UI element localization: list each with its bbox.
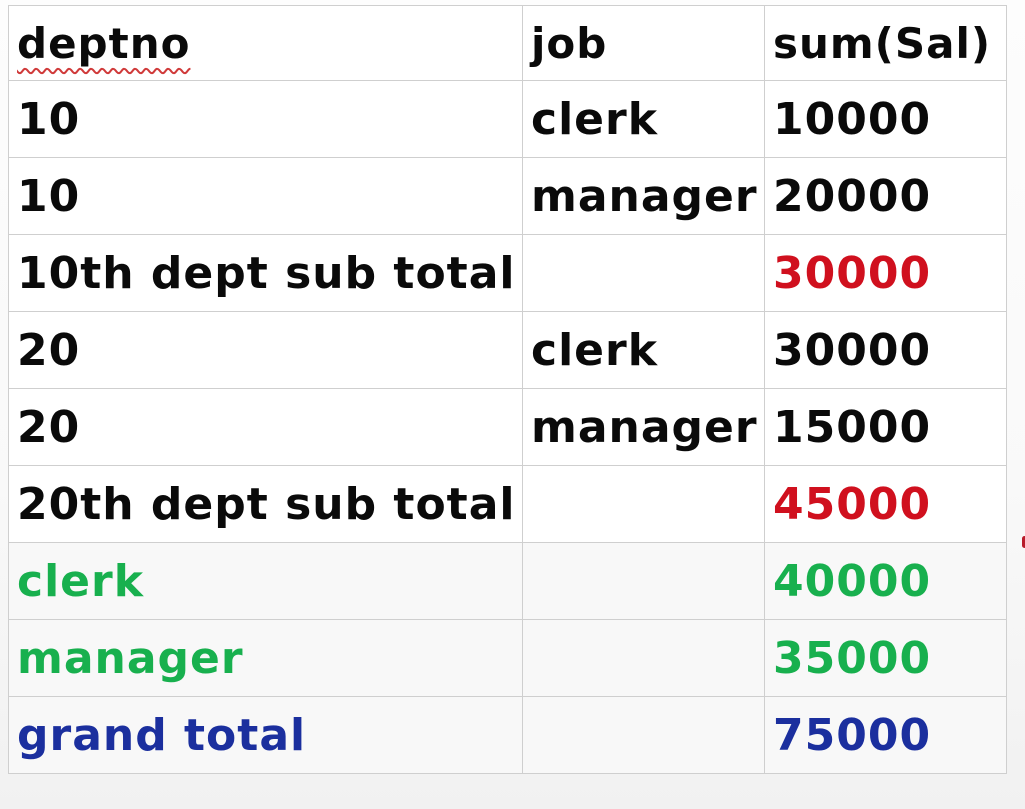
deptno-cell: 20 xyxy=(8,388,523,466)
deptno-cell: 20th dept sub total xyxy=(8,465,523,543)
header-row: deptno job sum(Sal) xyxy=(8,5,1007,81)
job-cell xyxy=(522,465,765,543)
sum-cell: 15000 xyxy=(764,388,1007,466)
job-cell xyxy=(522,542,765,620)
header-sum-sal: sum(Sal) xyxy=(764,5,1007,81)
table-row: 10 manager 20000 xyxy=(8,157,1007,235)
deptno-cell: 10 xyxy=(8,80,523,158)
job-cell: clerk xyxy=(522,311,765,389)
salary-rollup-table: deptno job sum(Sal) 10 clerk 10000 10 ma… xyxy=(8,5,1007,774)
table-row: 10 clerk 10000 xyxy=(8,80,1007,158)
deptno-cell: 10 xyxy=(8,157,523,235)
job-cell: manager xyxy=(522,388,765,466)
header-sum-sal-label: sum(Sal) xyxy=(773,18,992,68)
sum-cell: 20000 xyxy=(764,157,1007,235)
sum-cell: 10000 xyxy=(764,80,1007,158)
deptno-cell: 20 xyxy=(8,311,523,389)
job-total-sum-cell: 35000 xyxy=(764,619,1007,697)
grand-total-row: grand total 75000 xyxy=(8,696,1007,774)
job-cell xyxy=(522,234,765,312)
job-cell xyxy=(522,619,765,697)
subtotal-sum-cell: 45000 xyxy=(764,465,1007,543)
grand-total-sum-cell: 75000 xyxy=(764,696,1007,774)
table-row: 20 clerk 30000 xyxy=(8,311,1007,389)
job-total-label-cell: clerk xyxy=(8,542,523,620)
header-deptno: deptno xyxy=(8,5,523,81)
job-total-row: manager 35000 xyxy=(8,619,1007,697)
grand-total-label-cell: grand total xyxy=(8,696,523,774)
table-row: 20 manager 15000 xyxy=(8,388,1007,466)
job-cell: clerk xyxy=(522,80,765,158)
job-total-sum-cell: 40000 xyxy=(764,542,1007,620)
job-total-row: clerk 40000 xyxy=(8,542,1007,620)
header-job-label: job xyxy=(531,18,608,68)
job-total-label-cell: manager xyxy=(8,619,523,697)
cursor-mark xyxy=(1022,536,1025,548)
deptno-cell: 10th dept sub total xyxy=(8,234,523,312)
subtotal-sum-cell: 30000 xyxy=(764,234,1007,312)
subtotal-row: 10th dept sub total 30000 xyxy=(8,234,1007,312)
sum-cell: 30000 xyxy=(764,311,1007,389)
subtotal-row: 20th dept sub total 45000 xyxy=(8,465,1007,543)
job-cell: manager xyxy=(522,157,765,235)
header-deptno-label: deptno xyxy=(17,18,191,68)
header-job: job xyxy=(522,5,765,81)
job-cell xyxy=(522,696,765,774)
